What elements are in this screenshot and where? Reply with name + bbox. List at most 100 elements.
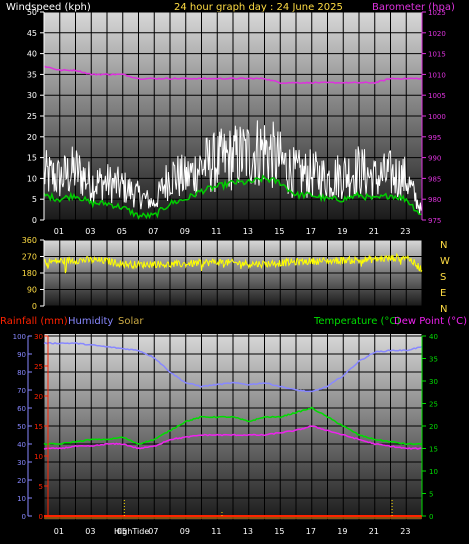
x-tick-label: 09	[180, 227, 190, 236]
left-tick-label: 40	[27, 50, 37, 59]
left-tick-label: 0	[32, 302, 37, 311]
temperature-tick-label: 15	[429, 446, 438, 454]
rainfall-tick-label: 30	[34, 333, 43, 341]
x-tick-label: 05	[117, 227, 127, 236]
rainfall-tick-label: 0	[39, 513, 43, 521]
right-tick-label: 980	[428, 196, 441, 204]
temperature-label: Temperature (°C)	[313, 316, 400, 327]
left-tick-label: 5	[32, 195, 37, 204]
humidity-tick-label: 80	[17, 369, 26, 377]
x-tick-label: 03	[85, 227, 95, 236]
left-tick-label: 25	[27, 112, 37, 121]
x-tick-label: 19	[337, 227, 347, 236]
humidity-tick-label: 0	[22, 513, 26, 521]
humidity-tick-label: 70	[17, 387, 26, 395]
humidity-tick-label: 20	[17, 477, 26, 485]
rainfall-tick-label: 15	[34, 423, 43, 431]
humidity-label: Humidity	[68, 316, 113, 327]
right-tick-label: 1025	[428, 9, 446, 17]
left-tick-label: 45	[27, 29, 37, 38]
left-tick-label: 50	[27, 8, 37, 17]
x-tick-label: 15	[274, 227, 284, 236]
x-tick-label: 13	[243, 527, 253, 536]
left-tick-label: 360	[22, 236, 37, 245]
x-tick-label: 21	[369, 227, 379, 236]
humidity-tick-label: 40	[17, 441, 26, 449]
graph-title: 24 hour graph day : 24 June 2025	[174, 2, 343, 13]
rainfall-tick-label: 5	[39, 483, 43, 491]
wind-direction-series	[43, 252, 423, 274]
right-tick-label: 990	[428, 155, 441, 163]
x-tick-label: 21	[369, 527, 379, 536]
left-tick-label: 15	[27, 154, 37, 163]
x-tick-label: 01	[54, 527, 64, 536]
humidity-tick-label: 90	[17, 351, 26, 359]
humidity-tick-label: 100	[13, 333, 26, 341]
x-tick-label: 17	[306, 227, 316, 236]
x-tick-label: 13	[243, 227, 253, 236]
temp-humidity-grid	[43, 334, 423, 520]
left-tick-label: 35	[27, 70, 37, 79]
humidity-tick-label: 10	[17, 495, 26, 503]
x-tick-label: 09	[180, 527, 190, 536]
left-tick-label: 30	[27, 91, 37, 100]
left-tick-label: 10	[27, 174, 37, 183]
x-tick-label: 19	[337, 527, 347, 536]
wind-direction-series	[43, 252, 423, 274]
x-tick-label: 11	[211, 227, 221, 236]
left-tick-label: 180	[22, 269, 37, 278]
x-tick-label: 03	[85, 527, 95, 536]
compass-label: N	[440, 240, 447, 251]
left-tick-label: 270	[22, 253, 37, 262]
dewpoint-label: Dew Point (°C)	[394, 316, 467, 327]
humidity-series	[43, 341, 423, 393]
temperature-tick-label: 25	[429, 401, 438, 409]
temperature-tick-label: 20	[429, 423, 438, 431]
compass-label: N	[440, 304, 447, 315]
compass-label: S	[440, 272, 446, 283]
temperature-tick-label: 35	[429, 356, 438, 364]
right-tick-label: 1010	[428, 71, 446, 79]
temperature-tick-label: 0	[429, 513, 433, 521]
temperature-series	[43, 406, 423, 446]
wind-average-series	[43, 174, 423, 220]
temperature-tick-label: 10	[429, 468, 438, 476]
x-tick-label: 15	[274, 527, 284, 536]
right-tick-label: 1020	[428, 30, 446, 38]
compass-label: W	[440, 256, 450, 267]
dewpoint-series	[43, 425, 423, 450]
rainfall-tick-label: 20	[34, 393, 43, 401]
temperature-tick-label: 5	[429, 491, 433, 499]
wind-baro-series	[43, 65, 423, 220]
rainfall-label: Rainfall (mm)	[0, 316, 68, 327]
right-tick-label: 1000	[428, 113, 446, 121]
temperature-tick-label: 30	[429, 378, 438, 386]
right-tick-label: 1005	[428, 92, 446, 100]
right-tick-label: 985	[428, 175, 441, 183]
barometer-axis-label: Barometer (hpa)	[372, 2, 455, 13]
right-tick-label: 975	[428, 217, 441, 225]
right-tick-label: 995	[428, 134, 441, 142]
humidity-tick-label: 50	[17, 423, 26, 431]
left-tick-label: 0	[32, 216, 37, 225]
left-tick-label: 20	[27, 133, 37, 142]
right-tick-label: 1015	[428, 51, 446, 59]
barometer-series	[43, 65, 423, 85]
wind-baro-grid	[43, 11, 423, 221]
x-tick-label: 05	[117, 527, 127, 536]
windspeed-axis-label: Windspeed (kph)	[6, 2, 91, 13]
left-tick-label: 90	[27, 286, 37, 295]
temp-humidity-series	[43, 341, 423, 519]
temp-humidity-axes: 0510152025300102030405060708090100051015…	[13, 333, 438, 536]
temperature-tick-label: 40	[429, 333, 438, 341]
x-tick-label: 17	[306, 527, 316, 536]
rainfall-tick-label: 25	[34, 363, 43, 371]
wind-baro-axes: 0510152025303540455097598098599099510001…	[27, 8, 446, 236]
humidity-tick-label: 60	[17, 405, 26, 413]
x-tick-label: 23	[400, 227, 410, 236]
high-tide-label: HighTide	[114, 527, 149, 536]
humidity-tick-label: 30	[17, 459, 26, 467]
x-tick-label: 07	[148, 527, 158, 536]
